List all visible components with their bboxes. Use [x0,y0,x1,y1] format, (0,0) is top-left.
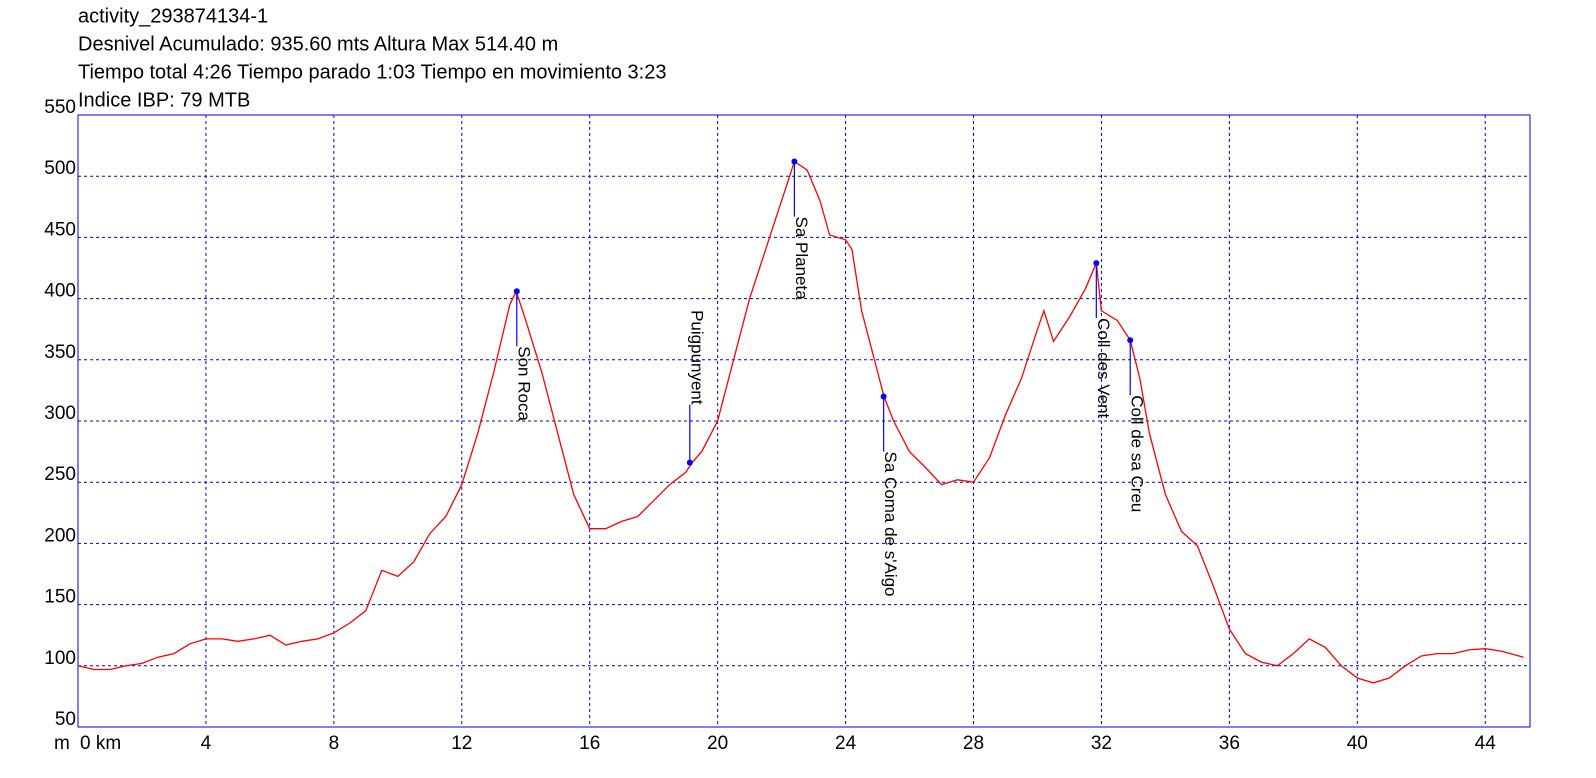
chart-subtitle: Tiempo total 4:26 Tiempo parado 1:03 Tie… [78,61,667,83]
waypoint [791,158,798,165]
y-tick-label: 150 [44,587,76,608]
x-tick-label: 12 [451,733,472,754]
x-tick-label: 0 km [80,733,121,754]
waypoint [1127,337,1134,344]
x-tick-label: 44 [1475,733,1497,754]
x-tick-label: 32 [1091,733,1112,754]
chart-title: activity_293874134-1 [78,5,268,27]
chart-subtitle: Indice IBP: 79 MTB [78,89,250,111]
waypoint [686,459,693,466]
waypoint-label: Coll des Vent [1094,318,1113,418]
chart-subtitle: Desnivel Acumulado: 935.60 mts Altura Ma… [78,33,558,55]
x-tick-label: 20 [707,733,728,754]
waypoint [513,288,520,295]
y-tick-label: 350 [44,342,76,363]
x-tick-label: 16 [579,733,600,754]
y-tick-label: 300 [44,403,76,424]
y-tick-label: 50 [55,709,76,730]
y-tick-label: 500 [44,158,76,179]
waypoint-label: Son Roca [514,346,533,421]
y-tick-label: 200 [44,525,76,546]
waypoint [1093,260,1100,267]
waypoint-label: Sa Coma de s'Aigo [881,452,900,597]
waypoint [880,393,887,400]
x-tick-label: 40 [1347,733,1368,754]
x-tick-label: 28 [963,733,984,754]
x-tick-label: 8 [329,733,340,754]
x-tick-label: 4 [201,733,212,754]
waypoint-label: Coll de sa Creu [1128,395,1147,512]
y-tick-label: 550 [44,97,76,118]
y-axis-label: m [54,733,70,754]
x-tick-label: 36 [1219,733,1240,754]
x-tick-label: 24 [835,733,857,754]
y-tick-label: 250 [44,464,76,485]
plot-frame [77,114,1531,728]
waypoint-label: Puigpunyent [687,310,706,405]
y-tick-label: 100 [44,648,76,669]
y-tick-label: 400 [44,281,76,302]
elevation-line [77,160,1524,684]
y-tick-label: 450 [44,219,76,240]
waypoint-label: Sa Planeta [792,217,811,301]
